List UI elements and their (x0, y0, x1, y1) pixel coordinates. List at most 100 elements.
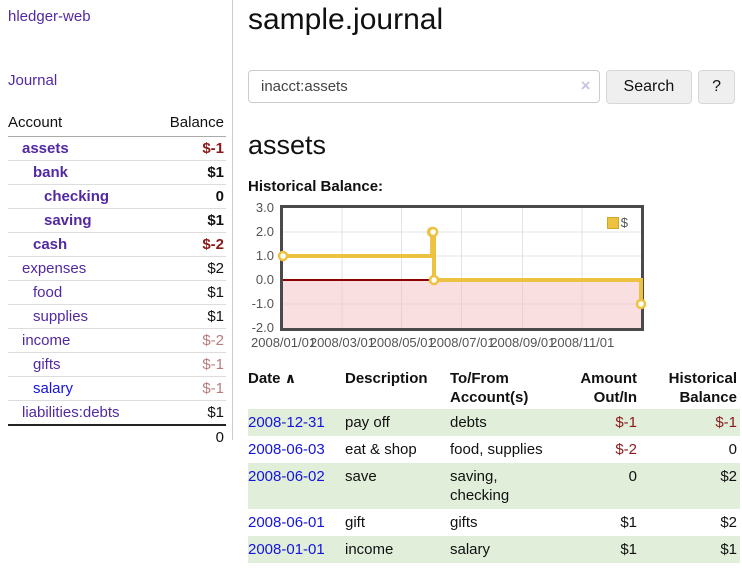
account-balance: $1 (207, 164, 224, 181)
account-balance: $1 (207, 212, 224, 229)
accounts-total-value: 0 (215, 429, 224, 446)
chart-legend: $ (606, 215, 628, 230)
main-content: sample.journal × Search ? assets Histori… (233, 0, 741, 582)
search-input[interactable] (248, 70, 600, 103)
y-axis-tick-label: 2.0 (255, 224, 274, 239)
sort-asc-icon: ∧ (284, 370, 297, 386)
account-balance: $1 (207, 308, 224, 325)
search-form: × Search ? (248, 70, 741, 104)
transaction-amount: $1 (620, 514, 637, 531)
sidebar-account-row: liabilities:debts $1 (8, 400, 226, 426)
transaction-amount: $-2 (615, 441, 637, 458)
account-link[interactable]: food (33, 284, 63, 301)
account-balance: $2 (207, 260, 224, 277)
sidebar-account-row: salary $-1 (8, 376, 226, 401)
chart-canvas (277, 208, 647, 328)
transaction-accounts: debts (450, 414, 487, 431)
sidebar-item-journal[interactable]: Journal (8, 72, 58, 89)
y-axis-tick-label: 3.0 (255, 200, 274, 215)
sidebar-account-row: cash $-2 (8, 232, 226, 257)
register-row: 2008-12-31 pay off debts $-1 $-1 (248, 409, 740, 436)
account-link[interactable]: income (22, 332, 71, 349)
transaction-amount: 0 (628, 468, 637, 485)
x-axis-tick-label: 2008/11/01 (550, 335, 615, 350)
legend-swatch-icon (606, 216, 619, 229)
sidebar-account-row: supplies $1 (8, 304, 226, 329)
register-header-balance: Historical Balance (668, 370, 737, 406)
account-link[interactable]: salary (33, 380, 74, 397)
register-row: 2008-01-01 income salary $1 $1 (248, 536, 740, 563)
transaction-date-link[interactable]: 2008-01-01 (248, 541, 325, 558)
account-link[interactable]: gifts (33, 356, 61, 373)
sidebar-nav: Journal (8, 72, 232, 90)
y-axis-tick-label: -1.0 (251, 296, 274, 311)
account-title: assets (248, 130, 327, 160)
transaction-description: gift (345, 514, 366, 531)
account-balance: $-2 (202, 236, 224, 253)
sidebar-account-row: expenses $2 (8, 256, 226, 281)
accounts-header-account: Account (8, 111, 154, 137)
search-box: × (248, 70, 600, 104)
search-button[interactable]: Search (605, 70, 693, 104)
account-link[interactable]: checking (44, 188, 110, 205)
sidebar: hledger-web Journal Account Balance asse… (0, 0, 233, 446)
register-header-date[interactable]: Date ∧ (248, 370, 297, 387)
transaction-accounts: food, supplies (450, 441, 543, 458)
transaction-accounts: gifts (450, 514, 478, 531)
register-header-accounts: To/From Account(s) (450, 370, 529, 406)
x-axis-tick-label: 2008/05/01 (369, 335, 435, 350)
register-row: 2008-06-02 save saving, checking 0 $2 (248, 463, 740, 509)
page-title: sample.journal (248, 3, 444, 36)
account-link[interactable]: assets (22, 140, 69, 157)
sidebar-account-row: checking 0 (8, 184, 226, 209)
x-axis-tick-label: 2008/03/01 (309, 335, 375, 350)
transaction-balance: $1 (720, 541, 737, 558)
register-row: 2008-06-01 gift gifts $1 $2 (248, 509, 740, 536)
transaction-accounts: salary (450, 541, 491, 558)
transaction-balance: $2 (720, 514, 737, 531)
account-balance: $1 (207, 404, 224, 421)
sidebar-account-row: assets $-1 (8, 137, 226, 161)
account-balance: $-1 (202, 140, 224, 157)
transaction-description: eat & shop (345, 441, 417, 458)
x-axis-tick-label: 2008/09/01 (490, 335, 556, 350)
sidebar-account-row: income $-2 (8, 328, 226, 353)
account-balance: $1 (207, 284, 224, 301)
accounts-total-row: 0 (8, 425, 226, 446)
sidebar-account-row: gifts $-1 (8, 352, 226, 377)
clear-icon[interactable]: × (580, 76, 591, 95)
account-balance: $-2 (202, 332, 224, 349)
transaction-balance: $2 (720, 468, 737, 485)
historical-balance-chart: $ 3.0 2.0 1.0 0.0 -1.0 -2.0 2008/01/01 2008/03/… (248, 200, 741, 350)
account-link[interactable]: saving (44, 212, 92, 229)
sidebar-account-row: food $1 (8, 280, 226, 305)
transaction-amount: $1 (620, 541, 637, 558)
account-link[interactable]: cash (33, 236, 68, 253)
transaction-date-link[interactable]: 2008-06-02 (248, 468, 325, 485)
account-link[interactable]: bank (33, 164, 69, 181)
account-balance: 0 (215, 188, 224, 205)
register-row: 2008-06-03 eat & shop food, supplies $-2 0 (248, 436, 740, 463)
register-header-amount: Amount Out/In (580, 370, 637, 406)
transaction-accounts: saving, checking (450, 468, 510, 504)
account-link[interactable]: supplies (33, 308, 89, 325)
transaction-date-link[interactable]: 2008-06-01 (248, 514, 325, 531)
legend-label: $ (620, 215, 628, 230)
sidebar-account-row: bank $1 (8, 160, 226, 185)
help-button[interactable]: ? (698, 70, 735, 104)
chart-plot-area: $ (277, 205, 647, 331)
register-header-description: Description (345, 370, 428, 387)
register-body: 2008-12-31 pay off debts $-1 $-1 2008-06-03 ea… (248, 409, 740, 563)
transaction-description: save (345, 468, 377, 485)
transaction-date-link[interactable]: 2008-06-03 (248, 441, 325, 458)
sidebar-account-row: saving $1 (8, 208, 226, 233)
brand-link[interactable]: hledger-web (8, 8, 91, 25)
account-link[interactable]: expenses (22, 260, 87, 277)
chart-title: Historical Balance: (248, 178, 384, 195)
y-axis-tick-label: 1.0 (255, 248, 274, 263)
x-axis-tick-label: 2008/07/01 (429, 335, 495, 350)
sidebar-accounts-table: Account Balance assets $-1 bank $1 checking 0… (8, 111, 226, 446)
transaction-date-link[interactable]: 2008-12-31 (248, 414, 325, 431)
account-balance: $-1 (202, 356, 224, 373)
account-link[interactable]: liabilities:debts (22, 404, 120, 421)
